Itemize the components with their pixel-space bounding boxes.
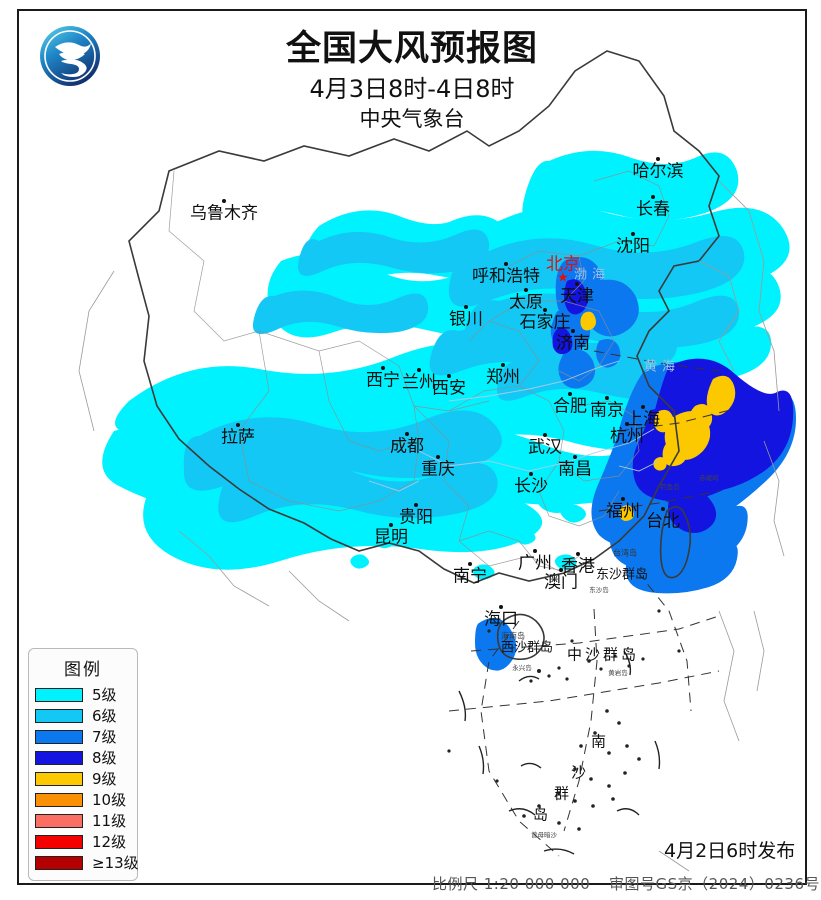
sea-dashed-lines — [448, 350, 735, 857]
city-marker — [464, 305, 468, 309]
national-boundary — [128, 50, 720, 661]
city-marker — [576, 552, 580, 556]
city-marker — [656, 157, 660, 161]
city-marker — [468, 562, 472, 566]
legend-item: 10级 — [35, 789, 131, 810]
city-marker — [559, 568, 563, 572]
legend-label: 11级 — [92, 812, 127, 830]
legend-swatch — [35, 708, 83, 723]
legend-label: 9级 — [92, 770, 117, 788]
legend-item: 12级 — [35, 831, 131, 852]
approval-number: 审图号GS京（2024）0236号 — [609, 875, 820, 893]
legend-label: 10级 — [92, 791, 127, 809]
city-marker — [533, 549, 537, 553]
legend-item: 11级 — [35, 810, 131, 831]
legend-item: 8级 — [35, 747, 131, 768]
map-canvas — [19, 11, 805, 883]
cma-logo — [39, 25, 101, 87]
city-marker — [568, 392, 572, 396]
legend-item: 6级 — [35, 705, 131, 726]
legend-swatch — [35, 687, 83, 702]
city-marker — [641, 405, 645, 409]
legend-panel: 图例 5级 6级 7级 8级 9级 10级 11级 12级 ≥13级 — [28, 648, 139, 881]
reef-arcs — [458, 650, 661, 855]
city-marker — [417, 368, 421, 372]
neighbour-outlines — [78, 180, 785, 872]
legend-label: 12级 — [92, 833, 127, 851]
city-marker — [381, 366, 385, 370]
legend-swatch — [35, 834, 83, 849]
city-marker — [389, 523, 393, 527]
legend-rows: 5级 6级 7级 8级 9级 10级 11级 12级 ≥13级 — [35, 684, 139, 873]
city-marker — [222, 199, 226, 203]
legend-item: ≥13级 — [35, 852, 139, 873]
city-marker — [414, 503, 418, 507]
city-marker — [571, 329, 575, 333]
legend-swatch — [35, 855, 83, 870]
map-frame: 全国大风预报图 4月3日8时-4日8时 中央气象台 4月2日6时发布 比例尺 1… — [17, 9, 820, 893]
city-marker — [605, 396, 609, 400]
legend-swatch — [35, 729, 83, 744]
city-marker — [499, 605, 503, 609]
legend-label: 7级 — [92, 728, 117, 746]
city-marker — [543, 308, 547, 312]
china-map-svg — [19, 11, 805, 883]
legend-label: ≥13级 — [92, 854, 139, 872]
city-marker — [543, 433, 547, 437]
issue-time: 4月2日6时发布 — [664, 840, 796, 862]
map-scale: 比例尺 1:20 000 000 — [432, 875, 591, 893]
rivers — [368, 360, 660, 492]
legend-swatch — [35, 771, 83, 786]
city-marker — [405, 432, 409, 436]
wind-band-level9 — [580, 311, 736, 521]
legend-label: 6级 — [92, 707, 117, 725]
legend-title: 图例 — [64, 660, 102, 680]
city-marker — [236, 423, 240, 427]
city-marker — [529, 472, 533, 476]
city-marker — [447, 374, 451, 378]
city-marker — [651, 195, 655, 199]
legend-swatch — [35, 813, 83, 828]
legend-item: 5级 — [35, 684, 131, 705]
city-marker — [436, 455, 440, 459]
capital-star-icon: ★ — [557, 270, 569, 286]
city-marker — [524, 288, 528, 292]
legend-swatch — [35, 792, 83, 807]
city-marker — [661, 507, 665, 511]
province-boundaries — [168, 170, 670, 572]
city-marker — [504, 262, 508, 266]
city-marker — [625, 422, 629, 426]
city-marker — [575, 282, 579, 286]
city-marker — [501, 363, 505, 367]
city-marker — [621, 497, 625, 501]
city-marker — [573, 455, 577, 459]
legend-item: 9级 — [35, 768, 131, 789]
legend-swatch — [35, 750, 83, 765]
legend-label: 8级 — [92, 749, 117, 767]
city-marker — [631, 232, 635, 236]
legend-label: 5级 — [92, 686, 117, 704]
legend-item: 7级 — [35, 726, 131, 747]
